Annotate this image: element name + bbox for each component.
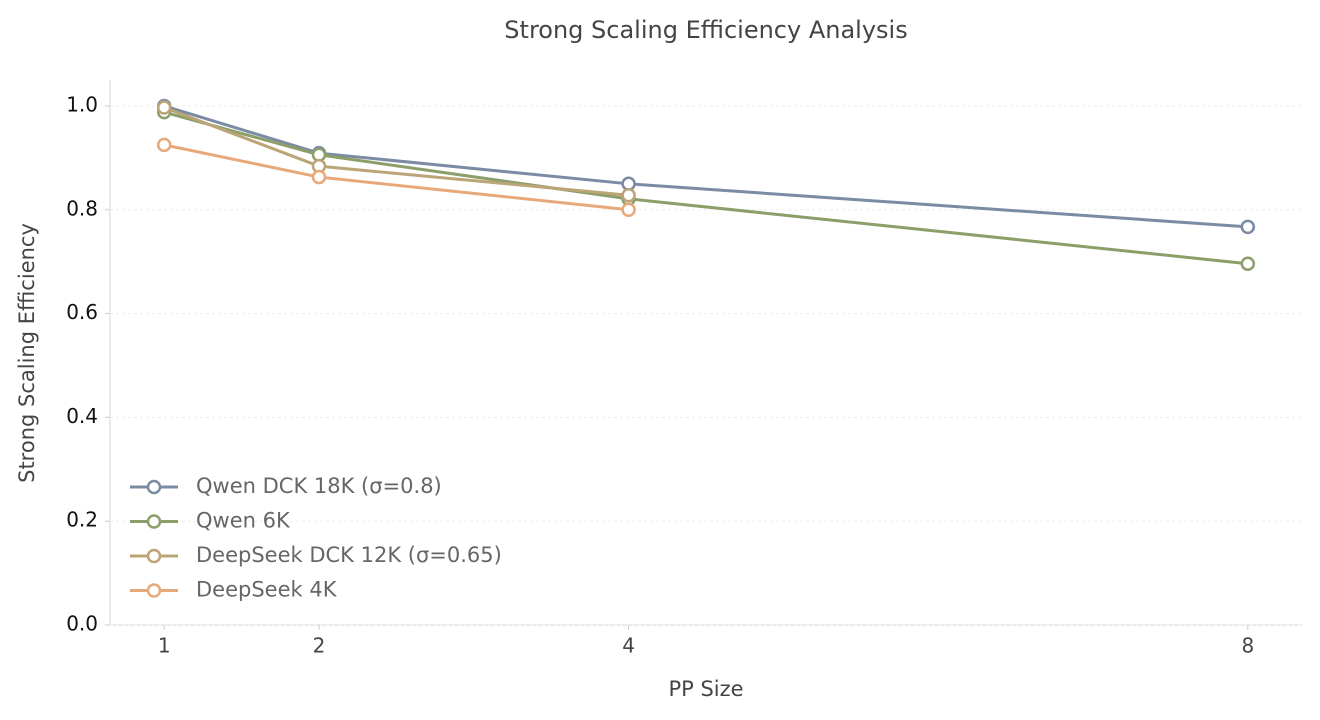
y-tick-label: 0.8: [66, 196, 98, 220]
y-tick-label: 1.0: [66, 92, 98, 116]
x-axis-label: PP Size: [668, 677, 743, 701]
data-point: [311, 169, 327, 185]
legend-marker: [146, 583, 162, 598]
series-line: [163, 104, 1248, 229]
x-tick-label: 1: [158, 634, 171, 658]
data-point: [156, 100, 172, 115]
data-point: [621, 202, 636, 218]
y-tick-label: 0.4: [66, 404, 98, 428]
y-axis-label: Strong Scaling Efficiency: [15, 223, 39, 483]
y-tick-label: 0.6: [66, 300, 98, 324]
legend-marker: [146, 479, 162, 495]
data-point: [1240, 219, 1256, 235]
x-tick-label: 4: [622, 634, 635, 658]
legend-label: DeepSeek DCK 12K (σ=0.65): [196, 543, 502, 567]
chart-title: Strong Scaling Efficiency Analysis: [504, 16, 907, 44]
legend-label: DeepSeek 4K: [196, 578, 338, 602]
series-line: [163, 106, 629, 197]
x-tick-label: 2: [313, 634, 326, 658]
x-tick-label: 8: [1241, 634, 1254, 658]
data-point: [156, 137, 172, 153]
legend-marker: [146, 514, 162, 529]
data-point: [621, 187, 636, 203]
data-point: [1240, 256, 1256, 271]
y-tick-label: 0.2: [66, 508, 98, 532]
series-line: [163, 110, 1248, 266]
legend-label: Qwen DCK 18K (σ=0.8): [196, 474, 442, 498]
legend-label: Qwen 6K: [196, 509, 291, 533]
y-tick-label: 0.0: [66, 612, 98, 636]
legend-marker: [146, 548, 162, 564]
